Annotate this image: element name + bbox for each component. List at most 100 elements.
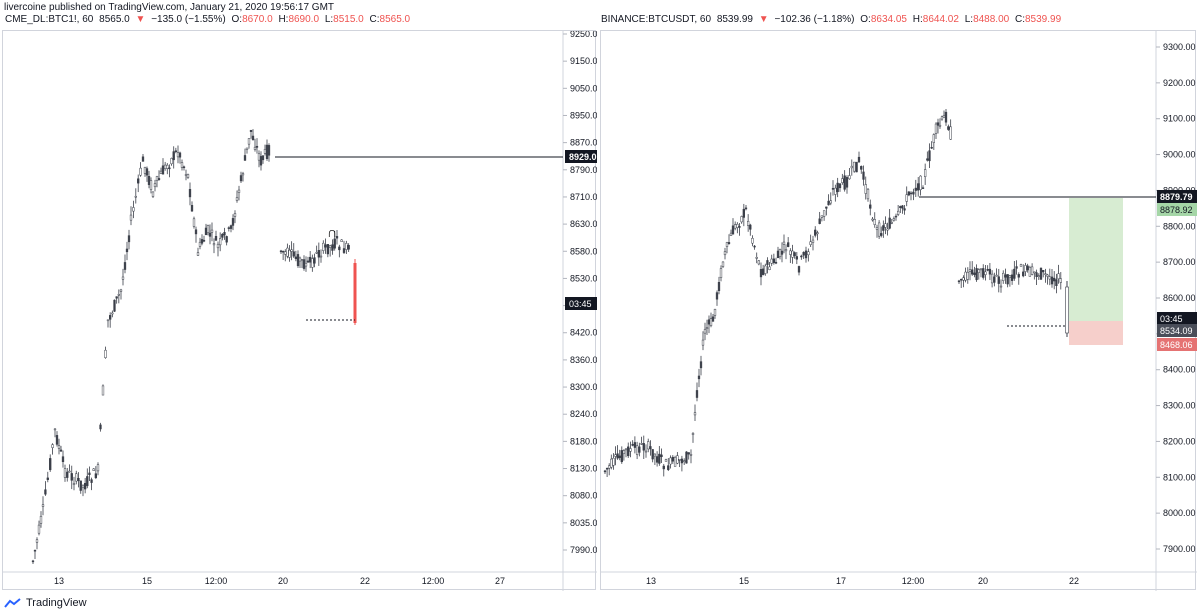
candle-body (284, 251, 287, 255)
candle-body (298, 257, 302, 262)
candle-body (61, 456, 65, 463)
candle-body (1033, 271, 1036, 274)
candle-body (115, 296, 118, 299)
candle-body (892, 218, 896, 221)
candle-body (603, 470, 607, 473)
candle-body (188, 189, 192, 198)
candle-body (347, 244, 350, 250)
candle-body (928, 150, 931, 162)
candle-body (225, 236, 228, 243)
candle-body (96, 464, 100, 472)
last-candle-body (1065, 286, 1069, 334)
candle-body (134, 195, 137, 198)
candle-body (342, 248, 346, 253)
candle-body (81, 484, 85, 488)
tradingview-footer[interactable]: TradingView (4, 597, 87, 609)
candle-body (1019, 264, 1023, 267)
candle-body (903, 208, 906, 211)
candle-body (249, 129, 253, 132)
candle-body (1037, 275, 1040, 277)
candle-body (678, 459, 681, 461)
time-tick-label: 27 (495, 576, 505, 586)
candle-body (44, 489, 47, 495)
candle-body (109, 315, 112, 320)
time-tick-label: 17 (836, 576, 846, 586)
candle-body (977, 269, 980, 273)
candle-body (1013, 268, 1016, 279)
price-tick-label: 8870.0 (570, 138, 597, 148)
left-chart-panel[interactable]: CME_DL:BTC1!, 60 8565.0 ▼ −135.0 (−1.55%… (2, 14, 598, 591)
candle-body (182, 166, 186, 169)
high-label: H: (278, 14, 289, 25)
right-symbol[interactable]: BINANCE:BTCUSDT, 60 (601, 14, 712, 25)
candle-body (899, 206, 902, 208)
time-tick-label: 12:00 (422, 576, 445, 586)
stop-zone[interactable] (1069, 321, 1123, 345)
candle-body (644, 450, 648, 453)
stop-badge (1157, 338, 1197, 351)
price-tick-label: 9300.00 (1163, 42, 1196, 52)
candle-body (233, 213, 237, 217)
candle-body (966, 271, 969, 280)
candle-body (90, 479, 93, 483)
candle-body (705, 327, 709, 329)
candle-body (642, 443, 645, 451)
candle-body (288, 249, 291, 258)
candle-body (170, 158, 173, 165)
candle-body (180, 162, 184, 168)
down-arrow-icon: ▼ (135, 14, 146, 25)
candle-body (886, 228, 889, 231)
candle-body (161, 165, 165, 175)
candle-body (984, 271, 987, 275)
candle-body (880, 233, 883, 236)
candle-body (163, 164, 167, 169)
candle-body (70, 473, 73, 481)
candle-body (713, 308, 717, 316)
candle-body (864, 184, 867, 194)
candle-body (633, 442, 637, 448)
right-chart-svg[interactable]: 9300.009200.009100.009000.008900.008800.… (601, 31, 1197, 591)
candle-body (740, 216, 743, 223)
candle-body (335, 236, 339, 239)
candle-body (35, 539, 39, 543)
candle-body (919, 175, 922, 190)
price-tick-label: 9000.00 (1163, 150, 1196, 160)
candle-body (1048, 276, 1051, 280)
price-tick-label: 8580.0 (570, 246, 597, 256)
candle-body (719, 268, 723, 278)
candle-body (662, 465, 665, 470)
left-symbol[interactable]: CME_DL:BTC1!, 60 (5, 14, 94, 25)
candle-body (687, 452, 690, 455)
right-open: 8634.05 (870, 14, 907, 25)
candle-body (717, 282, 721, 291)
candle-body (1053, 277, 1056, 282)
candle-body (192, 218, 196, 227)
candle-body (932, 134, 935, 143)
low-label: L: (964, 14, 974, 25)
candle-body (1042, 270, 1045, 273)
candle-body (822, 210, 826, 217)
candle-body (137, 178, 140, 184)
candle-body (66, 471, 69, 478)
left-chart-svg[interactable]: 9250.0 9150.0 9050.0 8950.0 8870.0 8790.0 8710… (3, 29, 598, 591)
candle-body (63, 468, 67, 478)
candle-body (75, 473, 78, 482)
high-label: H: (912, 14, 923, 25)
candle-body (1006, 274, 1009, 285)
right-chart-panel[interactable]: BINANCE:BTCUSDT, 60 8539.99 ▼ −102.36 (−… (600, 14, 1197, 591)
candle-body (33, 549, 37, 552)
candle-body (749, 224, 752, 230)
candle-body (281, 250, 285, 253)
profit-zone[interactable] (1069, 198, 1123, 321)
candle-body (624, 448, 628, 451)
candle-body (55, 435, 59, 445)
candle-body (221, 233, 224, 238)
close-label: C: (1015, 14, 1025, 25)
candle-body (328, 245, 332, 248)
candle-body (194, 229, 198, 235)
price-tick-label: 8800.00 (1163, 221, 1196, 231)
right-low: 8488.00 (973, 14, 1010, 25)
candle-body (1055, 279, 1058, 287)
left-change: −135.0 (−1.55%) (151, 14, 226, 25)
candle-body (79, 480, 82, 491)
